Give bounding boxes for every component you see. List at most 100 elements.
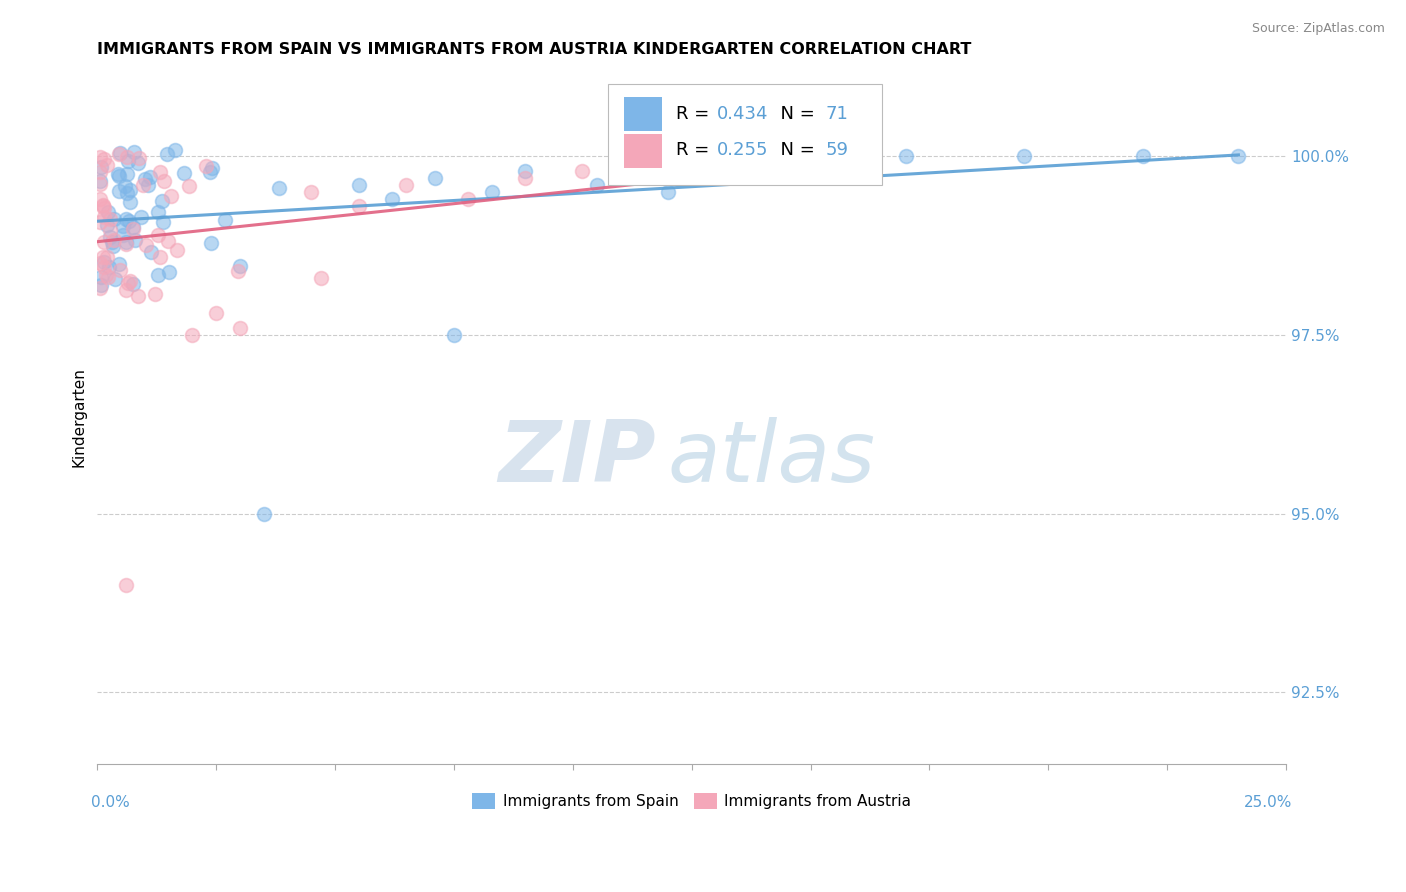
Point (91, 198, 114, 212)
Point (163, 144, 186, 158)
Point (115, 578, 138, 592)
Point (89, 177, 111, 191)
Point (101, 235, 124, 249)
Point (108, 262, 131, 277)
Point (117, 276, 139, 290)
Text: R =: R = (676, 141, 716, 159)
Point (585, 178, 607, 192)
Point (657, 185, 679, 199)
Point (98, 230, 121, 244)
Point (97, 269, 120, 284)
Point (149, 250, 172, 264)
Text: 59: 59 (825, 141, 849, 159)
Point (114, 179, 136, 194)
Point (111, 219, 134, 234)
Point (181, 327, 204, 342)
Point (96, 219, 118, 233)
Point (1227, 149, 1250, 163)
FancyBboxPatch shape (609, 85, 882, 185)
Point (115, 236, 138, 251)
Point (89, 174, 111, 188)
Point (94, 268, 117, 282)
Point (157, 265, 180, 279)
Point (107, 146, 129, 161)
Point (153, 173, 176, 187)
Point (808, 156, 831, 170)
Point (115, 235, 138, 249)
Point (118, 274, 141, 288)
Point (89, 281, 111, 295)
Point (229, 259, 252, 273)
Point (229, 320, 252, 334)
Point (91, 199, 114, 213)
Point (120, 195, 142, 210)
Point (633, 156, 655, 170)
Point (134, 172, 156, 186)
Point (118, 213, 141, 227)
Point (108, 169, 131, 184)
Point (201, 161, 224, 175)
Point (156, 147, 179, 161)
Point (226, 264, 249, 278)
Point (96, 250, 118, 264)
Point (152, 215, 174, 229)
Text: IMMIGRANTS FROM SPAIN VS IMMIGRANTS FROM AUSTRIA KINDERGARTEN CORRELATION CHART: IMMIGRANTS FROM SPAIN VS IMMIGRANTS FROM… (97, 42, 972, 57)
Point (97, 205, 120, 219)
Point (89, 164, 111, 178)
Point (194, 159, 217, 173)
Point (166, 244, 188, 258)
Point (141, 245, 163, 260)
Point (423, 170, 446, 185)
Point (127, 288, 149, 302)
Point (127, 156, 149, 170)
Point (571, 163, 593, 178)
Point (115, 150, 138, 164)
Point (124, 233, 146, 247)
Point (128, 151, 150, 165)
Point (93, 152, 115, 166)
Point (177, 178, 200, 193)
Point (457, 192, 479, 206)
Point (381, 192, 404, 206)
Point (120, 183, 142, 197)
Point (115, 211, 138, 226)
Text: 0.255: 0.255 (717, 141, 768, 159)
Point (91, 251, 114, 265)
Point (122, 221, 145, 235)
Point (1014, 149, 1036, 163)
Point (89, 256, 111, 270)
Point (132, 178, 155, 192)
Point (198, 164, 221, 178)
Point (90, 270, 112, 285)
Point (347, 199, 370, 213)
Text: N =: N = (769, 105, 821, 123)
Point (347, 178, 370, 192)
Point (101, 239, 124, 253)
Text: atlas: atlas (668, 417, 876, 500)
Point (157, 234, 180, 248)
Point (93, 235, 115, 250)
Point (136, 178, 159, 192)
Point (146, 268, 169, 283)
Point (108, 146, 131, 161)
Point (121, 220, 143, 235)
Point (89, 215, 111, 229)
Point (135, 237, 157, 252)
Point (395, 178, 418, 192)
Point (122, 145, 145, 159)
Point (129, 210, 152, 224)
Point (894, 149, 917, 163)
Point (139, 169, 162, 184)
Point (117, 167, 139, 181)
Point (146, 227, 169, 242)
Point (104, 272, 127, 286)
Text: R =: R = (676, 105, 716, 123)
Point (93, 210, 115, 224)
Bar (624, 97, 662, 131)
Point (98, 212, 121, 227)
Point (173, 166, 195, 180)
Point (93, 255, 115, 269)
Point (205, 306, 228, 320)
Point (98, 223, 121, 237)
Text: N =: N = (769, 141, 821, 159)
